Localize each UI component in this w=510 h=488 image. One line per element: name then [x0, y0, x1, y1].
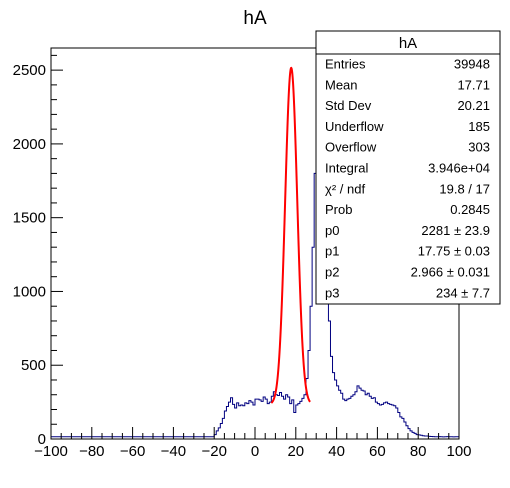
stats-row-label: p1 [325, 244, 339, 259]
stats-row-label: Std Dev [325, 98, 372, 113]
x-tick-label: 20 [287, 443, 304, 460]
y-tick-label: 1000 [13, 283, 46, 300]
stats-row-value: 303 [468, 140, 490, 155]
y-tick-label: 2500 [13, 62, 46, 79]
stats-row-label: Underflow [325, 119, 384, 134]
stats-row-label: p0 [325, 223, 339, 238]
stats-row-value: 2.966 ± 0.031 [411, 265, 490, 280]
stats-box: hA Entries 39948 Mean 17.71 Std Dev 20.21 Unde… [316, 31, 500, 304]
stats-row-value: 17.75 ± 0.03 [418, 244, 490, 259]
x-tick-label: −60 [120, 443, 145, 460]
stats-row-value: 19.8 / 17 [439, 181, 490, 196]
stats-row-value: 185 [468, 119, 490, 134]
x-tick-label: −20 [201, 443, 226, 460]
x-tick-label: 0 [251, 443, 259, 460]
stats-row-label: Mean [325, 77, 358, 92]
stats-row-value: 2281 ± 23.9 [421, 223, 490, 238]
y-tick-label: 500 [21, 357, 46, 374]
stats-row-label: p3 [325, 285, 339, 300]
x-tick-label: 60 [369, 443, 386, 460]
x-tick-label: −40 [161, 443, 186, 460]
stats-row-value: 39948 [454, 57, 490, 72]
stats-row-label: Entries [325, 57, 366, 72]
x-tick-label: 80 [410, 443, 427, 460]
x-tick-label: 100 [446, 443, 471, 460]
stats-row-label: Overflow [325, 140, 377, 155]
stats-row-value: 0.2845 [450, 202, 490, 217]
chart-title: hA [243, 8, 267, 29]
stats-row-label: Prob [325, 202, 352, 217]
x-tick-label: 40 [328, 443, 345, 460]
y-tick-label: 0 [38, 431, 46, 448]
stats-row-value: 234 ± 7.7 [436, 285, 490, 300]
stats-row-label: Integral [325, 161, 368, 176]
stats-row-value: 17.71 [457, 77, 490, 92]
stats-row-label: p2 [325, 265, 339, 280]
stats-row-value: 3.946e+04 [428, 161, 490, 176]
stats-box-title: hA [399, 35, 417, 52]
stats-row-value: 20.21 [457, 98, 490, 113]
y-tick-label: 1500 [13, 210, 46, 227]
x-tick-label: −80 [79, 443, 104, 460]
stats-row-label: χ² / ndf [325, 181, 365, 196]
y-tick-label: 2000 [13, 136, 46, 153]
